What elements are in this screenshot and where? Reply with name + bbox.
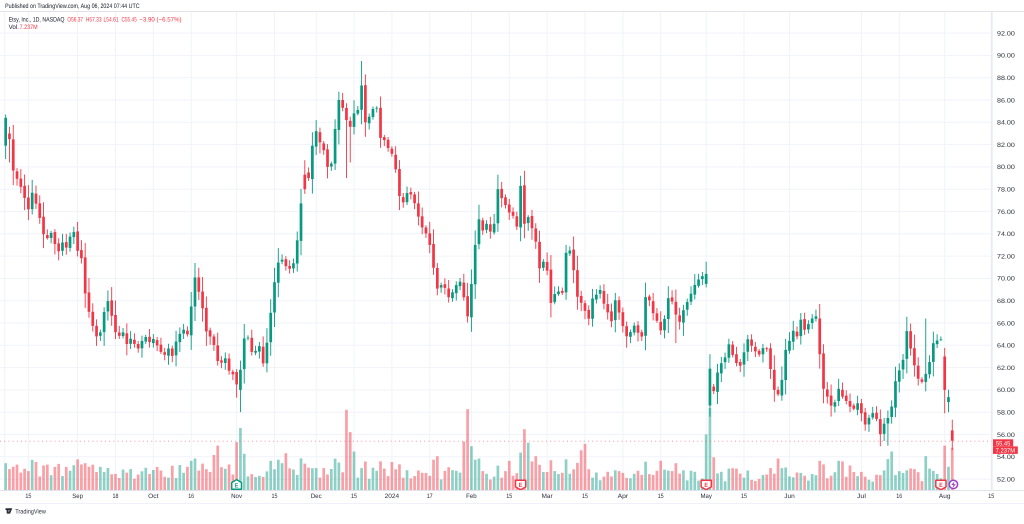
svg-text:92.00: 92.00 — [997, 30, 1015, 37]
svg-text:15: 15 — [25, 493, 31, 500]
svg-text:68.00: 68.00 — [997, 298, 1015, 305]
svg-text:C55.45: C55.45 — [122, 17, 138, 24]
svg-text:Apr: Apr — [618, 493, 629, 500]
svg-text:Feb: Feb — [466, 493, 477, 500]
svg-text:E: E — [939, 482, 943, 489]
svg-text:E: E — [235, 483, 239, 490]
svg-text:62.00: 62.00 — [997, 365, 1015, 372]
svg-text:15: 15 — [582, 493, 588, 500]
svg-text:90.00: 90.00 — [997, 53, 1015, 60]
svg-text:7.237M: 7.237M — [996, 448, 1016, 455]
svg-text:Jun: Jun — [784, 493, 795, 500]
svg-text:Etsy, Inc., 1D, NASDAQ: Etsy, Inc., 1D, NASDAQ — [9, 17, 65, 24]
svg-text:15: 15 — [658, 493, 664, 500]
svg-text:70.00: 70.00 — [997, 276, 1015, 283]
svg-text:Nov: Nov — [231, 493, 243, 500]
svg-text:L54.61: L54.61 — [104, 17, 119, 24]
svg-text:E: E — [704, 482, 708, 489]
svg-text:66.00: 66.00 — [997, 320, 1015, 327]
svg-text:72.00: 72.00 — [997, 253, 1015, 260]
svg-text:64.00: 64.00 — [997, 343, 1015, 350]
svg-text:O56.37: O56.37 — [67, 17, 83, 24]
svg-text:86.00: 86.00 — [997, 97, 1015, 104]
svg-text:88.00: 88.00 — [997, 75, 1015, 82]
svg-text:15: 15 — [351, 493, 357, 500]
svg-text:Vol.: Vol. — [9, 24, 20, 31]
svg-text:55.45: 55.45 — [996, 440, 1011, 447]
svg-text:52.00: 52.00 — [997, 476, 1015, 483]
svg-text:−3.90 (−6.57%): −3.90 (−6.57%) — [139, 17, 181, 24]
svg-text:74.00: 74.00 — [997, 231, 1015, 238]
svg-text:82.00: 82.00 — [997, 142, 1015, 149]
svg-text:Aug: Aug — [939, 493, 951, 500]
svg-text:60.00: 60.00 — [997, 387, 1015, 394]
svg-text:17: 17 — [427, 493, 433, 500]
svg-text:Sep: Sep — [72, 493, 83, 500]
svg-text:7.237M: 7.237M — [20, 24, 38, 31]
svg-text:80.00: 80.00 — [997, 164, 1015, 171]
svg-text:May: May — [700, 493, 712, 500]
svg-text:58.00: 58.00 — [997, 410, 1015, 417]
svg-text:Published on TradingView.com,: Published on TradingView.com, Aug 06, 20… — [5, 3, 140, 10]
svg-text:78.00: 78.00 — [997, 187, 1015, 194]
svg-text:Dec: Dec — [311, 493, 322, 500]
svg-text:E: E — [519, 482, 523, 489]
svg-text:16: 16 — [188, 493, 194, 500]
svg-text:84.00: 84.00 — [997, 120, 1015, 127]
svg-text:56.00: 56.00 — [997, 432, 1015, 439]
svg-text:H57.33: H57.33 — [86, 17, 102, 24]
svg-text:76.00: 76.00 — [997, 209, 1015, 216]
svg-text:Mar: Mar — [542, 493, 553, 500]
svg-text:54.00: 54.00 — [997, 454, 1015, 461]
svg-text:15: 15 — [741, 493, 747, 500]
svg-text:2024: 2024 — [385, 493, 400, 500]
svg-text:Jul: Jul — [857, 493, 866, 500]
svg-text:15: 15 — [988, 493, 994, 500]
svg-text:15: 15 — [506, 493, 512, 500]
svg-text:16: 16 — [896, 493, 902, 500]
svg-text:TradingView: TradingView — [15, 508, 46, 515]
svg-text:Oct: Oct — [148, 493, 159, 500]
svg-text:18: 18 — [113, 493, 119, 500]
svg-text:15: 15 — [272, 493, 278, 500]
